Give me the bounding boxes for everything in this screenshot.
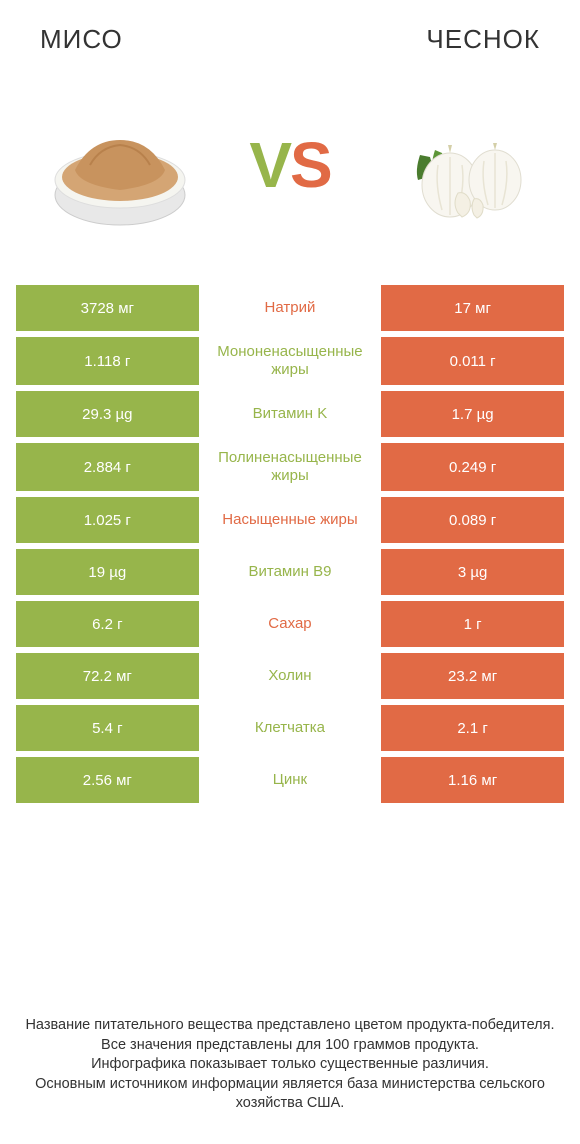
left-value-cell: 19 µg [16, 549, 199, 595]
right-value-cell: 17 мг [381, 285, 564, 331]
right-value-cell: 0.089 г [381, 497, 564, 543]
right-value-cell: 2.1 г [381, 705, 564, 751]
table-row: 1.118 гМононенасыщенные жиры0.011 г [16, 337, 564, 385]
left-value-cell: 2.56 мг [16, 757, 199, 803]
footnote-line: Основным источником информации является … [20, 1075, 560, 1114]
vs-letter-v: V [249, 129, 290, 201]
right-value-cell: 1.7 µg [381, 391, 564, 437]
left-value-cell: 29.3 µg [16, 391, 199, 437]
table-row: 6.2 гСахар1 г [16, 601, 564, 647]
footnote-line: Название питательного вещества представл… [20, 1016, 560, 1036]
nutrient-label-cell: Витамин B9 [199, 549, 382, 595]
nutrient-label-cell: Цинк [199, 757, 382, 803]
left-value-cell: 1.118 г [16, 337, 199, 385]
nutrient-label-cell: Сахар [199, 601, 382, 647]
left-value-cell: 2.884 г [16, 443, 199, 491]
comparison-table: 3728 мгНатрий17 мг 1.118 гМононенасыщенны… [0, 285, 580, 803]
table-row: 2.56 мгЦинк1.16 мг [16, 757, 564, 803]
nutrient-label-cell: Полиненасыщенные жиры [199, 443, 382, 491]
nutrient-label-cell: Натрий [199, 285, 382, 331]
right-value-cell: 23.2 мг [381, 653, 564, 699]
left-product-title: Мисо [40, 24, 123, 55]
table-row: 3728 мгНатрий17 мг [16, 285, 564, 331]
left-value-cell: 72.2 мг [16, 653, 199, 699]
header: Мисо Чеснок [0, 0, 580, 65]
right-value-cell: 3 µg [381, 549, 564, 595]
left-value-cell: 1.025 г [16, 497, 199, 543]
table-row: 1.025 гНасыщенные жиры0.089 г [16, 497, 564, 543]
images-row: VS [0, 65, 580, 285]
miso-image [40, 85, 200, 245]
footnote-line: Инфографика показывает только существенн… [20, 1055, 560, 1075]
right-value-cell: 0.011 г [381, 337, 564, 385]
nutrient-label-cell: Мононенасыщенные жиры [199, 337, 382, 385]
vs-label: VS [249, 128, 330, 202]
table-row: 29.3 µgВитамин K1.7 µg [16, 391, 564, 437]
garlic-image [380, 85, 540, 245]
right-value-cell: 1.16 мг [381, 757, 564, 803]
left-value-cell: 6.2 г [16, 601, 199, 647]
left-value-cell: 5.4 г [16, 705, 199, 751]
right-product-title: Чеснок [426, 24, 540, 55]
table-row: 5.4 гКлетчатка2.1 г [16, 705, 564, 751]
nutrient-label-cell: Насыщенные жиры [199, 497, 382, 543]
nutrient-label-cell: Холин [199, 653, 382, 699]
footnote-line: Все значения представлены для 100 граммо… [20, 1036, 560, 1056]
footnote: Название питательного вещества представл… [0, 1016, 580, 1114]
table-row: 72.2 мгХолин23.2 мг [16, 653, 564, 699]
table-row: 19 µgВитамин B93 µg [16, 549, 564, 595]
table-row: 2.884 гПолиненасыщенные жиры0.249 г [16, 443, 564, 491]
right-value-cell: 0.249 г [381, 443, 564, 491]
nutrient-label-cell: Клетчатка [199, 705, 382, 751]
vs-letter-s: S [290, 129, 331, 201]
left-value-cell: 3728 мг [16, 285, 199, 331]
nutrient-label-cell: Витамин K [199, 391, 382, 437]
right-value-cell: 1 г [381, 601, 564, 647]
